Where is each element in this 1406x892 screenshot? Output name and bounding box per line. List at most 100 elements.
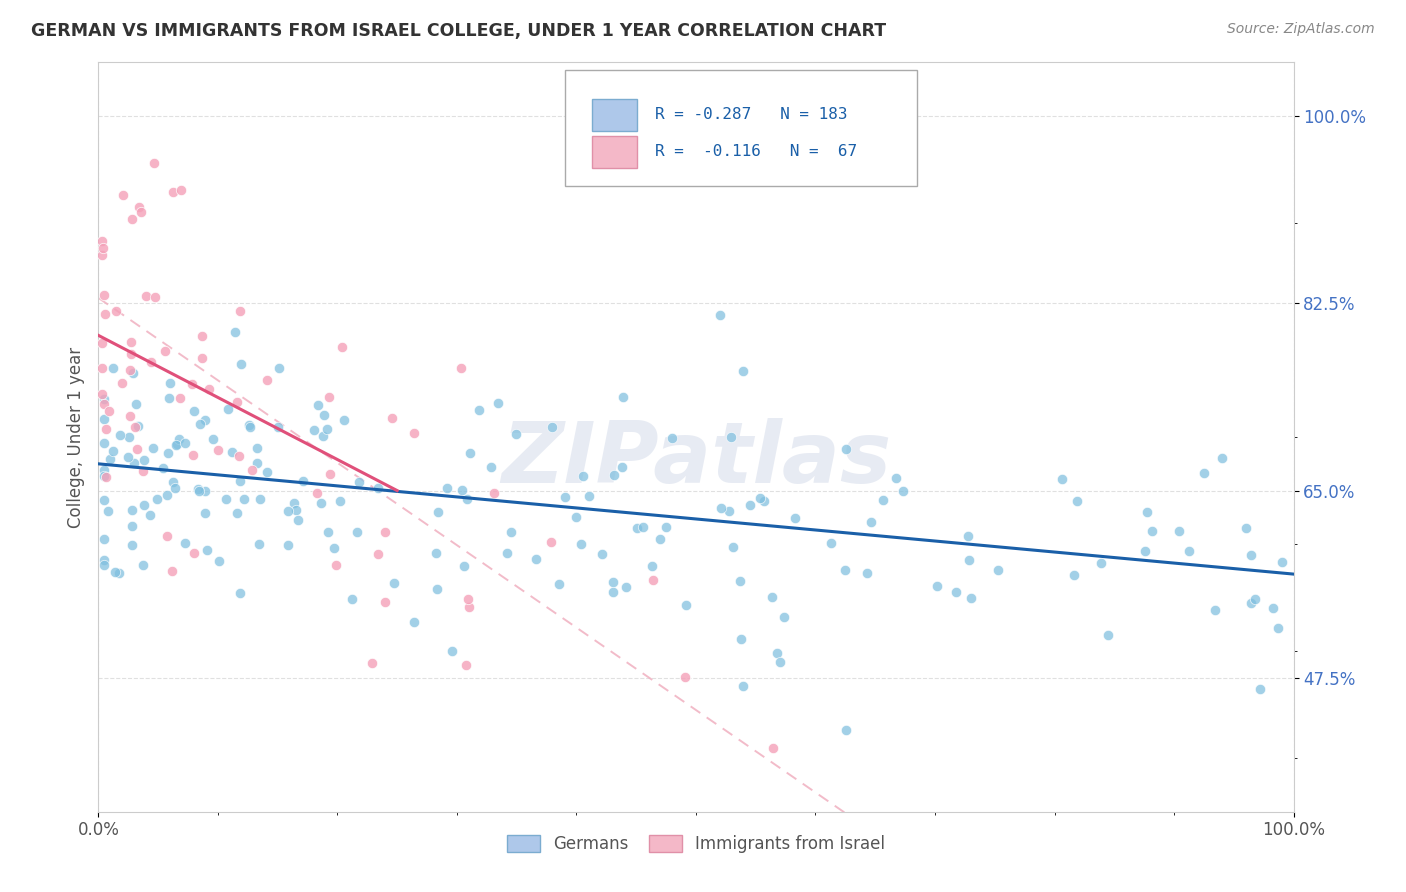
Point — [1211, 450, 1233, 465]
Point — [183, 546, 205, 560]
Point — [188, 417, 211, 432]
Point — [1136, 505, 1159, 519]
Point — [458, 599, 481, 614]
FancyBboxPatch shape — [592, 99, 637, 131]
Point — [112, 188, 135, 202]
Point — [165, 481, 187, 495]
Point — [101, 360, 124, 375]
Point — [382, 575, 405, 590]
Point — [709, 308, 731, 322]
Point — [110, 428, 132, 442]
Point — [749, 491, 772, 506]
Point — [1097, 628, 1119, 642]
Point — [283, 496, 305, 510]
Point — [1267, 622, 1289, 636]
Point — [479, 460, 502, 475]
Point — [318, 467, 340, 482]
Point — [169, 391, 191, 405]
Point — [152, 461, 174, 475]
Point — [246, 456, 269, 470]
Point — [643, 573, 665, 587]
Point — [1234, 521, 1257, 535]
Point — [162, 185, 184, 199]
Point — [233, 491, 256, 506]
Point — [834, 442, 856, 457]
Point — [648, 532, 671, 546]
Point — [93, 493, 115, 508]
Point — [121, 211, 143, 226]
Point — [340, 591, 363, 606]
Point — [208, 553, 231, 567]
Point — [675, 598, 697, 612]
Point — [118, 409, 141, 424]
Point — [121, 503, 143, 517]
Text: Source: ZipAtlas.com: Source: ZipAtlas.com — [1227, 22, 1375, 37]
Point — [1133, 543, 1156, 558]
Point — [1050, 472, 1073, 486]
Point — [728, 574, 751, 588]
Point — [740, 498, 762, 512]
Point — [569, 537, 592, 551]
Point — [93, 469, 115, 483]
Point — [323, 541, 346, 556]
Point — [191, 351, 214, 365]
Point — [135, 289, 157, 303]
Point — [93, 553, 115, 567]
Point — [91, 361, 114, 376]
Point — [426, 505, 449, 519]
Point — [93, 436, 115, 450]
Point — [718, 504, 741, 518]
Point — [96, 470, 118, 484]
Point — [97, 403, 120, 417]
Point — [1204, 602, 1226, 616]
Point — [360, 656, 382, 670]
Point — [167, 432, 190, 446]
Point — [127, 419, 149, 434]
Point — [207, 443, 229, 458]
Point — [91, 386, 114, 401]
Point — [367, 547, 389, 561]
Point — [309, 495, 332, 509]
Point — [156, 488, 179, 502]
Point — [548, 577, 571, 591]
Point — [1263, 601, 1285, 615]
Point — [228, 474, 250, 488]
Point — [316, 525, 339, 540]
Point — [256, 372, 278, 386]
Point — [159, 376, 181, 391]
Point — [91, 335, 114, 350]
Point — [564, 509, 586, 524]
Point — [105, 304, 128, 318]
Point — [93, 397, 115, 411]
Point — [194, 506, 217, 520]
Text: R = -0.287   N = 183: R = -0.287 N = 183 — [655, 107, 848, 122]
Point — [132, 558, 155, 573]
Point — [174, 436, 197, 450]
Point — [173, 536, 195, 550]
Point — [835, 723, 858, 738]
Point — [626, 521, 648, 535]
Text: R =  -0.116   N =  67: R = -0.116 N = 67 — [655, 145, 858, 160]
Point — [169, 183, 191, 197]
Point — [127, 442, 149, 456]
Point — [315, 422, 337, 436]
Point — [927, 579, 949, 593]
Point — [256, 465, 278, 479]
Point — [733, 364, 755, 378]
Point — [111, 376, 134, 390]
Point — [93, 288, 115, 302]
Point — [602, 584, 624, 599]
Point — [187, 482, 209, 496]
Point — [1142, 524, 1164, 539]
Point — [96, 422, 118, 436]
Point — [156, 529, 179, 543]
Point — [578, 489, 600, 503]
Point — [132, 453, 155, 467]
Point — [332, 412, 354, 426]
Point — [307, 486, 329, 500]
Point — [381, 411, 404, 425]
Point — [143, 290, 166, 304]
Y-axis label: College, Under 1 year: College, Under 1 year — [66, 346, 84, 528]
Point — [540, 535, 562, 549]
Point — [762, 740, 785, 755]
